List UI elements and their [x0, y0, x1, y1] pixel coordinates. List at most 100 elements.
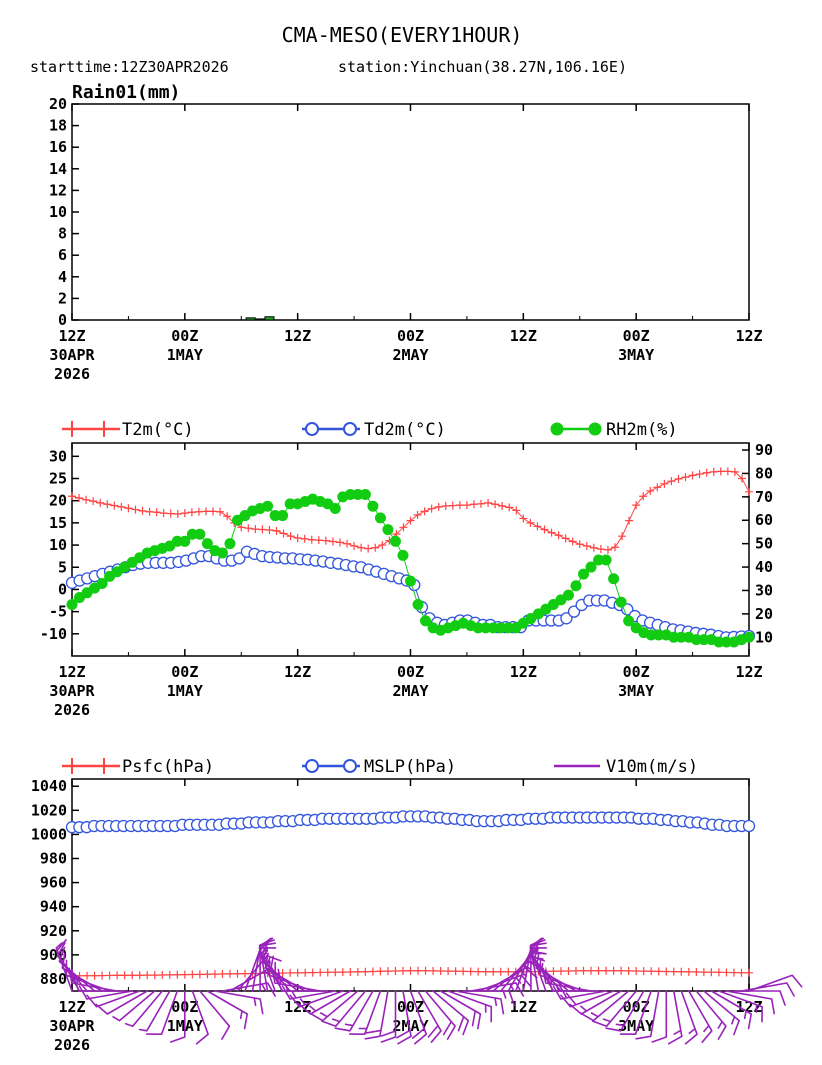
- t2m-point: [477, 499, 486, 508]
- psfc-point: [436, 967, 445, 976]
- wind-barb: [651, 990, 668, 1043]
- t2m-point: [427, 504, 436, 513]
- wind-barb: [417, 990, 442, 1043]
- psfc-point: [662, 967, 671, 976]
- t2m-point: [251, 525, 260, 534]
- psfc-point: [624, 966, 633, 975]
- psfc-point: [474, 967, 483, 976]
- y-tick-label: 10: [49, 203, 67, 221]
- wind-barb: [321, 990, 367, 1027]
- t2m-point: [512, 506, 521, 515]
- rh2m-point: [405, 575, 416, 587]
- rh2m-point: [472, 622, 484, 634]
- t2m-point: [187, 508, 196, 517]
- t2m-point: [152, 508, 161, 517]
- t2m-point: [737, 474, 746, 483]
- psfc-point: [406, 966, 415, 975]
- psfc-point: [632, 967, 641, 976]
- t2m-point: [173, 510, 182, 518]
- t2m-point: [223, 512, 232, 521]
- wind-barb: [725, 990, 775, 1015]
- t2m-point: [321, 536, 330, 545]
- t2m-point: [519, 514, 528, 523]
- td2m-point: [621, 603, 634, 616]
- t2m-point: [554, 531, 563, 540]
- t2m-point: [420, 507, 429, 516]
- y-tick-label: 940: [40, 898, 67, 916]
- t2m-point: [159, 509, 168, 518]
- y-tick-label: 10: [49, 536, 67, 554]
- x-tick-label: 12Z: [284, 998, 311, 1016]
- rh2m-point: [412, 599, 424, 611]
- y-tick-label: 30: [755, 581, 773, 599]
- psfc-point: [421, 966, 430, 975]
- t2m-point: [568, 537, 577, 546]
- y-tick-label: 5: [58, 558, 67, 576]
- t2m-point: [272, 526, 281, 535]
- psfc-point: [722, 968, 731, 977]
- wind-barb: [214, 990, 264, 1015]
- psfc-point: [203, 970, 212, 979]
- rh2m-point: [352, 488, 364, 500]
- psfc-point: [684, 967, 693, 976]
- x-tick-label: 2026: [54, 1036, 90, 1054]
- rh2m-point: [698, 634, 710, 646]
- wind-barb: [619, 990, 652, 1035]
- t2m-point: [702, 468, 711, 477]
- psfc-point: [143, 971, 152, 980]
- legend-psfc: Psfc(hPa): [122, 757, 214, 777]
- t2m-point: [314, 536, 323, 545]
- t2m-point: [117, 502, 126, 511]
- rh2m-point: [171, 535, 183, 547]
- psfc-point: [745, 968, 753, 977]
- psfc-point: [571, 966, 580, 975]
- t2m-point: [194, 507, 203, 516]
- y-tick-label: 0: [58, 580, 67, 598]
- x-tick-label: 30APR: [49, 1017, 95, 1035]
- t2m-point: [110, 501, 119, 510]
- t2m-point: [209, 507, 218, 516]
- x-tick-label: 2026: [54, 701, 90, 719]
- t2m-point: [286, 532, 295, 541]
- rh2m-point: [179, 535, 191, 547]
- rh2m-point: [623, 615, 635, 627]
- t2m-point: [596, 545, 605, 554]
- psfc-point: [669, 967, 678, 976]
- psfc-point: [180, 970, 189, 979]
- rain-panel-title: Rain01(mm): [72, 82, 180, 103]
- t2m-point: [505, 503, 514, 512]
- td2m-point: [567, 605, 581, 618]
- psfc-point: [549, 967, 558, 976]
- t2m-point: [681, 473, 690, 482]
- starttime-label: starttime:12Z30APR2026: [30, 58, 229, 76]
- psfc-point: [308, 968, 317, 977]
- y-tick-label: 6: [58, 246, 67, 264]
- wind-barb: [454, 990, 505, 1015]
- wind-barb: [191, 990, 209, 1045]
- wind-barb: [281, 985, 337, 1000]
- psfc-point: [346, 967, 355, 976]
- psfc-point: [225, 969, 234, 978]
- wind-barb: [579, 990, 630, 1022]
- wind-barb: [695, 990, 727, 1040]
- psfc-point: [444, 967, 453, 976]
- t2m-point: [455, 501, 464, 510]
- rh2m-point: [262, 500, 274, 512]
- wind-barb: [298, 990, 352, 1015]
- x-tick-label: 2MAY: [392, 1017, 428, 1035]
- rh2m-point: [585, 561, 597, 573]
- wind-barb: [569, 990, 622, 1015]
- t2m-point: [575, 540, 584, 549]
- psfc-point: [286, 968, 295, 977]
- y-tick-label: 90: [755, 441, 773, 459]
- psfc-point: [391, 967, 400, 976]
- x-tick-label: 2MAY: [392, 346, 428, 364]
- y-tick-label: 880: [40, 970, 67, 988]
- wind-barb: [112, 990, 156, 1022]
- t2m-point: [709, 467, 718, 476]
- t2m-point: [131, 505, 140, 514]
- rh2m-point: [668, 631, 680, 643]
- t2m-point: [371, 543, 380, 552]
- wind-barb: [740, 982, 795, 997]
- wind-barb: [560, 990, 615, 1008]
